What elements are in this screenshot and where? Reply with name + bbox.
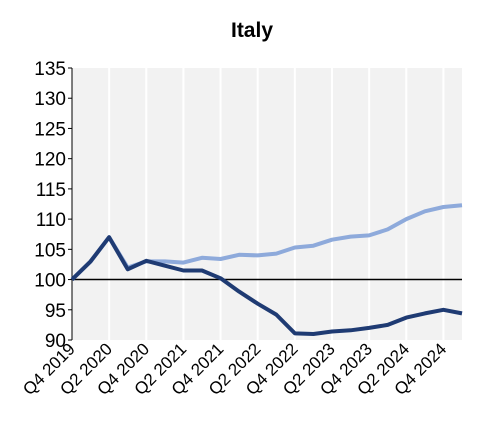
y-axis-tick-labels: 90 95 100 105 110 115 120 125 130 135 (34, 59, 72, 352)
gridlines (108, 68, 445, 340)
y-tick-label: 125 (34, 119, 66, 140)
y-tick-label: 100 (34, 271, 66, 292)
series-lines (70, 203, 463, 336)
y-tick-label: 130 (34, 89, 66, 110)
plot-area (72, 68, 462, 340)
y-tick-label: 115 (36, 180, 66, 201)
y-tick-label: 95 (45, 301, 66, 322)
series-line-2 (70, 235, 463, 336)
y-tick-label: 135 (34, 59, 66, 80)
y-tick-label: 90 (45, 331, 66, 352)
chart-title: Italy (231, 19, 273, 42)
y-tick-label: 110 (36, 210, 66, 231)
y-tick-label: 120 (34, 150, 66, 171)
y-tick-label: 105 (34, 240, 66, 261)
